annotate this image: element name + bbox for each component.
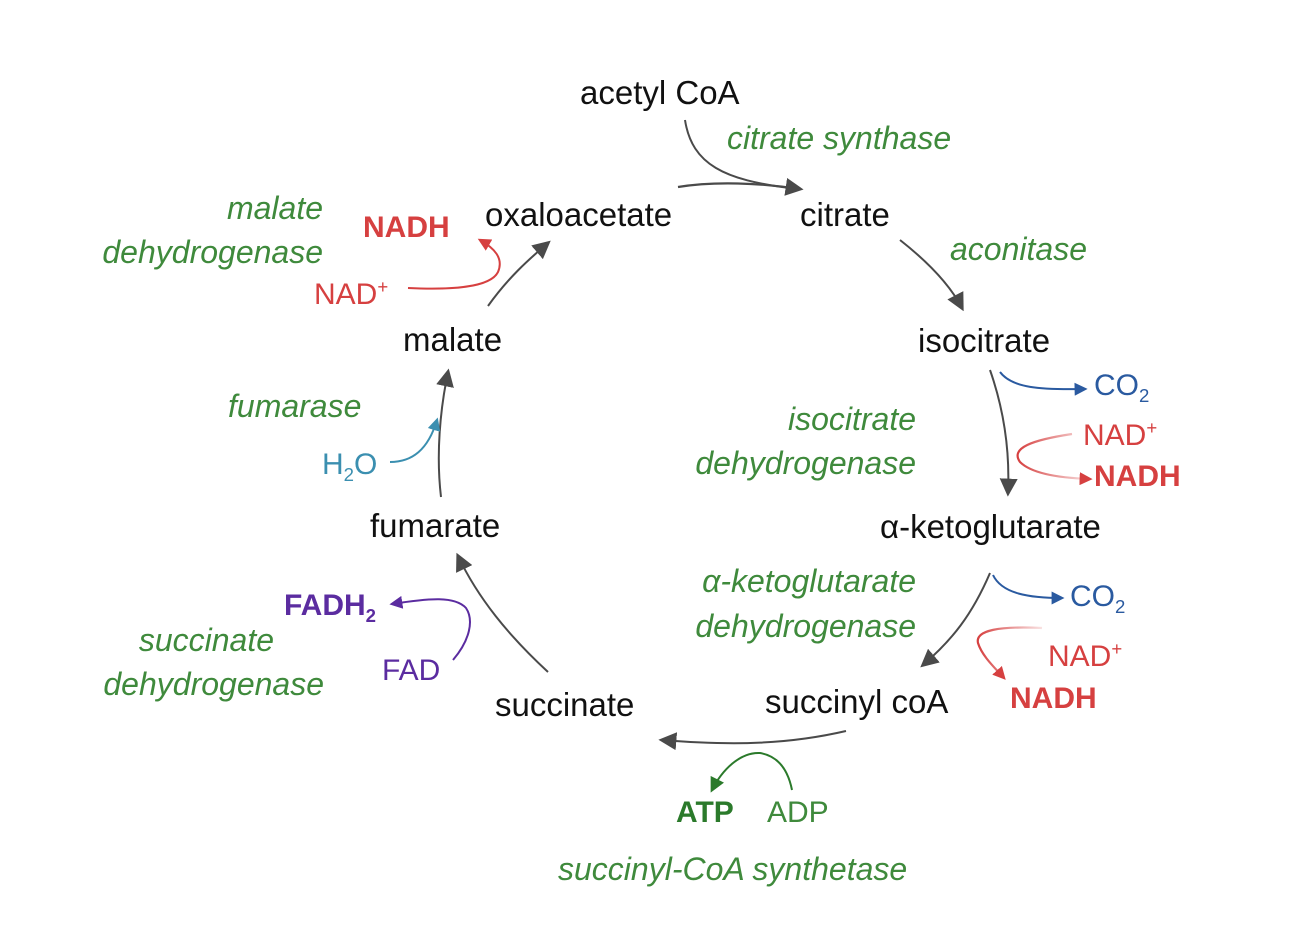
- isocitrate-dehydrogenase-label-line2: dehydrogenase: [695, 445, 916, 481]
- arrow-succinate-to-fumarate: [456, 552, 549, 673]
- malate-dehydrogenase-label-line1: malate: [226, 190, 323, 226]
- fad-label: FAD: [382, 654, 441, 687]
- alpha-ketoglutarate-label: α-ketoglutarate: [880, 508, 1101, 545]
- fumarase-label: fumarase: [228, 388, 362, 424]
- co2-subscript: 2: [1139, 385, 1150, 406]
- fadh2-main: FADH: [284, 589, 366, 622]
- co2-subscript: 2: [1115, 596, 1126, 617]
- adp-label: ADP: [767, 796, 829, 829]
- isocitrate-co2-label: CO2: [1094, 371, 1149, 406]
- isocitrate-nad-label: NAD+: [1083, 417, 1158, 452]
- citrate-synthase-label: citrate synthase: [727, 120, 952, 156]
- acetyl-coa-label: acetyl CoA: [580, 74, 740, 111]
- succinyl-coa-synthetase-label: succinyl-CoA synthetase: [558, 851, 908, 887]
- arrow-isocitrate-nadh: [1016, 432, 1093, 486]
- succinate-dehydrogenase-label-line1: succinate: [138, 622, 274, 658]
- arrow-malate-nadh: [407, 238, 501, 290]
- malate-nad-label: NAD+: [314, 276, 389, 311]
- co2-main: CO: [1070, 580, 1115, 613]
- citrate-label: citrate: [800, 196, 890, 233]
- arrow-akg-co2: [992, 574, 1065, 605]
- succinyl-coa-label: succinyl coA: [765, 683, 949, 720]
- nad-superscript: +: [377, 276, 389, 297]
- succinate-dehydrogenase-label-line2: dehydrogenase: [103, 666, 324, 702]
- arrow-fad-to-fadh2: [389, 595, 471, 661]
- akg-dehydrogenase-label-line2: dehydrogenase: [695, 608, 916, 644]
- nad-main: NAD: [314, 278, 378, 311]
- water-h: H: [322, 448, 344, 481]
- isocitrate-nadh-label: NADH: [1094, 460, 1181, 493]
- water-o: O: [354, 448, 378, 481]
- arrow-akg-nadh: [976, 626, 1043, 680]
- water-label: H2O: [322, 450, 377, 485]
- nad-superscript: +: [1111, 638, 1123, 659]
- fadh2-label: FADH2: [284, 591, 376, 626]
- arrow-citrate-to-isocitrate: [899, 239, 964, 312]
- isocitrate-dehydrogenase-label-line1: isocitrate: [787, 401, 916, 437]
- isocitrate-label: isocitrate: [918, 322, 1051, 359]
- arrow-water-in: [389, 417, 441, 463]
- akg-dehydrogenase-label-line1: α-ketoglutarate: [702, 563, 916, 599]
- nad-main: NAD: [1048, 640, 1112, 673]
- arrow-isocitrate-co2: [999, 371, 1088, 396]
- arrow-malate-to-oxaloacetate: [487, 240, 551, 307]
- co2-main: CO: [1094, 369, 1139, 402]
- arrow-fumarate-to-malate: [436, 368, 454, 498]
- succinate-label: succinate: [495, 686, 635, 723]
- akg-nadh-label: NADH: [1010, 682, 1097, 715]
- malate-dehydrogenase-label-line2: dehydrogenase: [102, 234, 323, 270]
- akg-co2-label: CO2: [1070, 582, 1125, 617]
- arrow-oxaloacetate-to-citrate: [677, 177, 804, 196]
- aconitase-label: aconitase: [950, 231, 1087, 267]
- arrow-akg-to-succinyl-coa: [920, 572, 991, 668]
- fumarate-label: fumarate: [370, 507, 501, 544]
- malate-label: malate: [403, 321, 503, 358]
- nad-main: NAD: [1083, 419, 1147, 452]
- arrow-succinyl-coa-to-succinate: [658, 730, 847, 751]
- nad-superscript: +: [1146, 417, 1158, 438]
- oxaloacetate-label: oxaloacetate: [485, 196, 673, 233]
- akg-nad-label: NAD+: [1048, 638, 1123, 673]
- fadh2-subscript: 2: [365, 605, 377, 626]
- atp-label: ATP: [676, 796, 734, 829]
- malate-nadh-label: NADH: [363, 211, 450, 244]
- water-subscript: 2: [343, 464, 355, 485]
- arrow-isocitrate-to-akg: [989, 369, 1018, 497]
- arrow-adp-to-atp: [710, 751, 793, 793]
